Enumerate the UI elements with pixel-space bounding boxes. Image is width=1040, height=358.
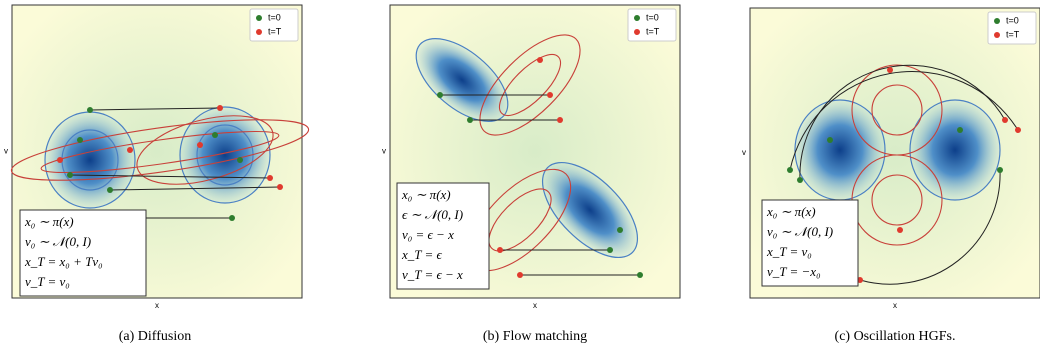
legend-marker <box>256 15 262 21</box>
equation: ϵ ∼ 𝒩(0, I) <box>402 207 463 222</box>
x-axis-label: x <box>893 301 897 310</box>
legend-marker <box>994 32 1000 38</box>
legend-label: t=T <box>268 26 282 36</box>
equation-box <box>761 199 859 287</box>
y-axis-label: v <box>4 147 8 156</box>
equation: x_T = ϵ <box>401 247 443 262</box>
legend-label: t=0 <box>1006 15 1019 25</box>
equation: x₀ ∼ π(x) <box>766 204 816 219</box>
equation: x₀ ∼ π(x) <box>24 214 74 229</box>
equation: x_T = x₀ + Tv₀ <box>24 254 103 269</box>
legend-label: t=0 <box>268 12 281 22</box>
y-axis-label: v <box>382 147 386 156</box>
caption: (b) Flow matching <box>483 329 587 344</box>
y-axis-label: v <box>742 148 746 157</box>
equation-box <box>19 209 147 297</box>
equation-box <box>396 182 490 290</box>
legend-marker <box>994 18 1000 24</box>
x-axis-label: x <box>533 301 537 310</box>
equation: v_T = v₀ <box>25 274 70 289</box>
caption: (a) Diffusion <box>119 329 191 344</box>
equation: v₀ = ϵ − x <box>402 227 454 242</box>
equation: x_T = v₀ <box>766 244 812 259</box>
equation: v₀ ∼ 𝒩(0, I) <box>25 234 91 249</box>
legend-marker <box>256 29 262 35</box>
legend-box <box>987 11 1037 45</box>
equation: v_T = ϵ − x <box>402 267 463 282</box>
equation: v_T = −x₀ <box>767 264 821 279</box>
legend-box <box>249 8 299 42</box>
equation: x₀ ∼ π(x) <box>401 187 451 202</box>
legend-marker <box>634 29 640 35</box>
legend-box <box>627 8 677 42</box>
equation: v₀ ∼ 𝒩(0, I) <box>767 224 833 239</box>
x-axis-label: x <box>155 301 159 310</box>
caption: (c) Oscillation HGFs. <box>835 329 956 344</box>
legend-label: t=T <box>646 26 660 36</box>
legend-label: t=T <box>1006 29 1020 39</box>
legend-marker <box>634 15 640 21</box>
legend-label: t=0 <box>646 12 659 22</box>
